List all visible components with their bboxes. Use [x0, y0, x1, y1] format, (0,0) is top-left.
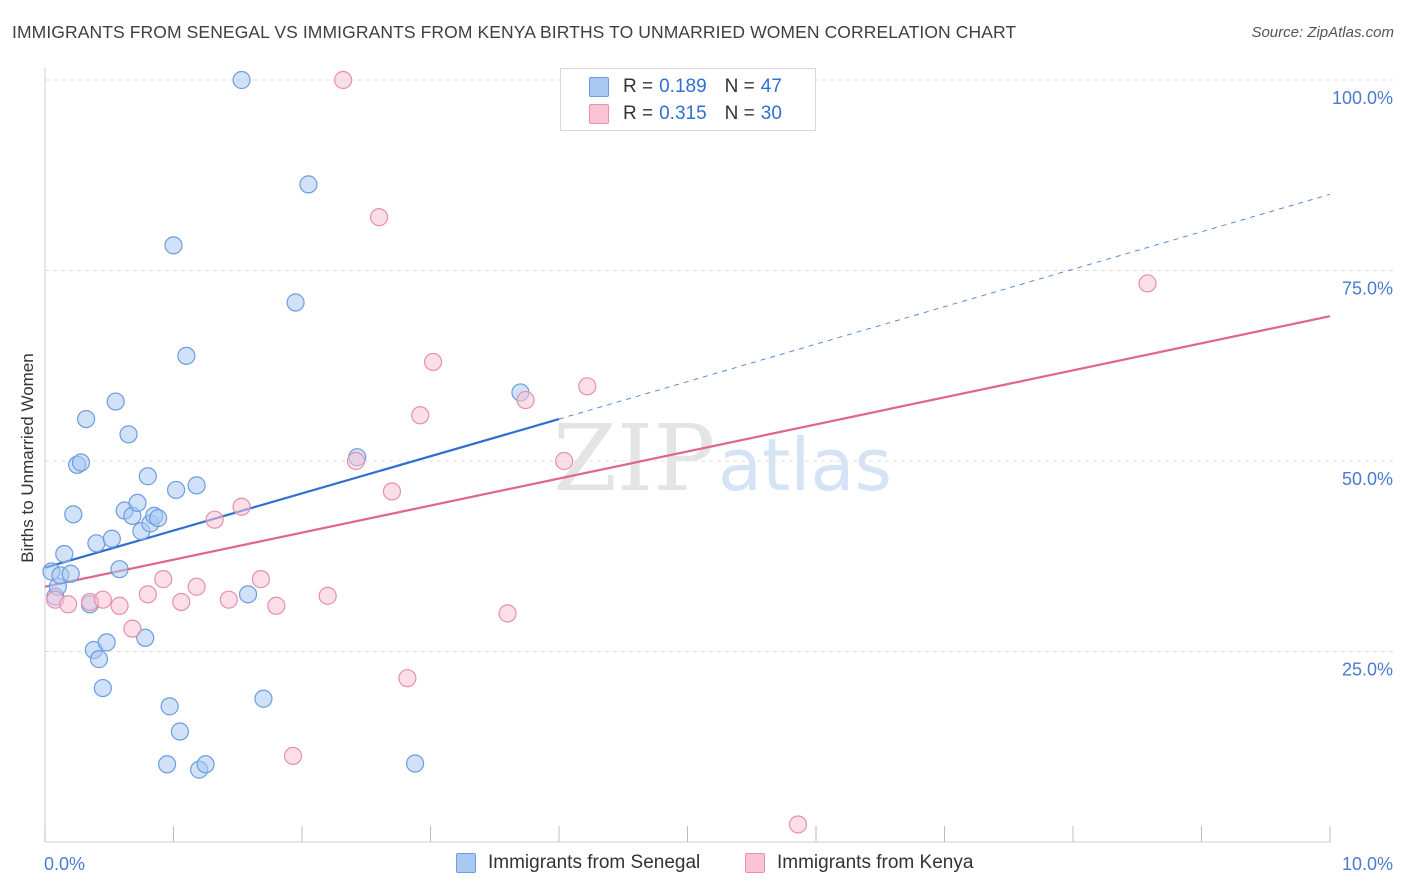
x-tick-label: 0.0% — [44, 854, 85, 874]
bottom-legend-swatch-kenya — [745, 853, 765, 873]
point-kenya — [232, 497, 251, 516]
point-kenya — [788, 815, 808, 834]
legend-r-label: R = — [623, 103, 654, 124]
point-kenya — [283, 746, 303, 765]
legend-n-label: N = — [724, 103, 755, 124]
y-tick-label: 25.0% — [1342, 660, 1393, 680]
x-tick-label: 10.0% — [1342, 854, 1393, 874]
legend-n-value-senegal: 47 — [760, 76, 782, 97]
point-senegal — [64, 505, 83, 524]
point-senegal — [254, 689, 273, 708]
point-kenya — [382, 482, 402, 501]
point-kenya — [138, 585, 157, 604]
point-senegal — [177, 346, 196, 365]
point-senegal — [138, 467, 157, 486]
data-points — [42, 70, 1157, 834]
point-senegal — [160, 697, 179, 716]
point-senegal — [61, 564, 80, 583]
point-kenya — [398, 669, 417, 688]
bottom-legend-swatch-senegal — [456, 853, 476, 873]
point-kenya — [110, 596, 129, 615]
point-senegal — [55, 544, 74, 564]
point-senegal — [89, 650, 109, 669]
point-senegal — [148, 509, 168, 528]
legend-row-kenya: R = 0.315 N = 30 — [589, 102, 782, 126]
point-senegal — [405, 754, 425, 773]
point-kenya — [318, 586, 337, 605]
point-kenya — [578, 377, 597, 396]
point-senegal — [157, 755, 177, 774]
point-senegal — [187, 476, 206, 495]
point-kenya — [205, 510, 224, 529]
point-senegal — [106, 392, 125, 411]
bottom-legend-label-kenya: Immigrants from Kenya — [777, 852, 974, 873]
y-axis-title: Births to Unmarried Women — [18, 353, 37, 562]
point-kenya — [555, 451, 574, 471]
chart-title: IMMIGRANTS FROM SENEGAL VS IMMIGRANTS FR… — [12, 22, 1017, 42]
bottom-legend-senegal: Immigrants from Senegal — [456, 852, 700, 874]
point-kenya — [516, 390, 535, 410]
trend-line-senegal — [44, 418, 560, 569]
point-kenya — [1138, 274, 1157, 293]
axes — [44, 68, 1331, 843]
point-senegal — [97, 633, 116, 652]
trend-lines — [44, 193, 1331, 588]
bottom-legend-kenya: Immigrants from Kenya — [745, 852, 973, 874]
legend-r-value-kenya: 0.315 — [659, 103, 707, 124]
point-senegal — [128, 493, 147, 513]
point-senegal — [119, 425, 138, 444]
point-senegal — [238, 585, 258, 604]
legend-n-label: N = — [724, 76, 755, 97]
y-tick-label: 100.0% — [1332, 88, 1393, 108]
point-senegal — [87, 534, 106, 553]
point-kenya — [251, 570, 270, 589]
chart-source: Source: ZipAtlas.com — [1251, 24, 1394, 41]
x-tick-labels: 0.0% 10.0% — [44, 854, 1393, 874]
point-senegal — [232, 70, 251, 90]
legend-r-value-senegal: 0.189 — [659, 76, 707, 97]
point-kenya — [334, 70, 353, 90]
watermark-atlas: atlas — [718, 423, 892, 507]
point-kenya — [93, 590, 112, 609]
point-kenya — [346, 451, 366, 471]
point-kenya — [267, 596, 286, 615]
point-kenya — [59, 595, 78, 614]
legend: R = 0.189 N = 47 R = 0.315 N = 30 — [560, 68, 816, 131]
point-senegal — [110, 560, 129, 579]
point-kenya — [172, 592, 191, 612]
point-kenya — [219, 590, 238, 609]
point-senegal — [166, 480, 186, 500]
point-kenya — [123, 619, 142, 638]
point-kenya — [154, 570, 173, 589]
point-senegal — [164, 236, 183, 255]
legend-swatch-senegal — [589, 77, 609, 97]
y-tick-label: 75.0% — [1342, 279, 1393, 299]
point-kenya — [187, 577, 206, 596]
trend-line-kenya — [44, 315, 1331, 588]
watermark-zip: ZIP — [553, 405, 715, 512]
point-senegal — [299, 175, 318, 194]
bottom-legend-label-senegal: Immigrants from Senegal — [488, 852, 701, 873]
point-kenya — [370, 208, 389, 227]
point-senegal — [170, 722, 190, 741]
legend-n-value-kenya: 30 — [760, 103, 782, 124]
point-kenya — [423, 352, 443, 372]
point-senegal — [196, 755, 215, 774]
legend-r-label: R = — [623, 76, 654, 97]
point-senegal — [286, 293, 305, 312]
point-senegal — [136, 628, 155, 647]
y-tick-label: 50.0% — [1342, 469, 1393, 489]
point-kenya — [411, 406, 430, 425]
point-senegal — [71, 453, 91, 472]
grid-lines — [45, 79, 1396, 652]
point-senegal — [77, 409, 96, 429]
point-senegal — [102, 529, 121, 548]
point-senegal — [93, 678, 112, 698]
legend-row-senegal: R = 0.189 N = 47 — [589, 75, 782, 99]
point-kenya — [498, 604, 517, 623]
trend-line-senegal-extension — [558, 193, 1331, 420]
y-tick-labels: 25.0% 50.0% 75.0% 100.0% — [1332, 88, 1393, 680]
legend-swatch-kenya — [589, 104, 609, 124]
